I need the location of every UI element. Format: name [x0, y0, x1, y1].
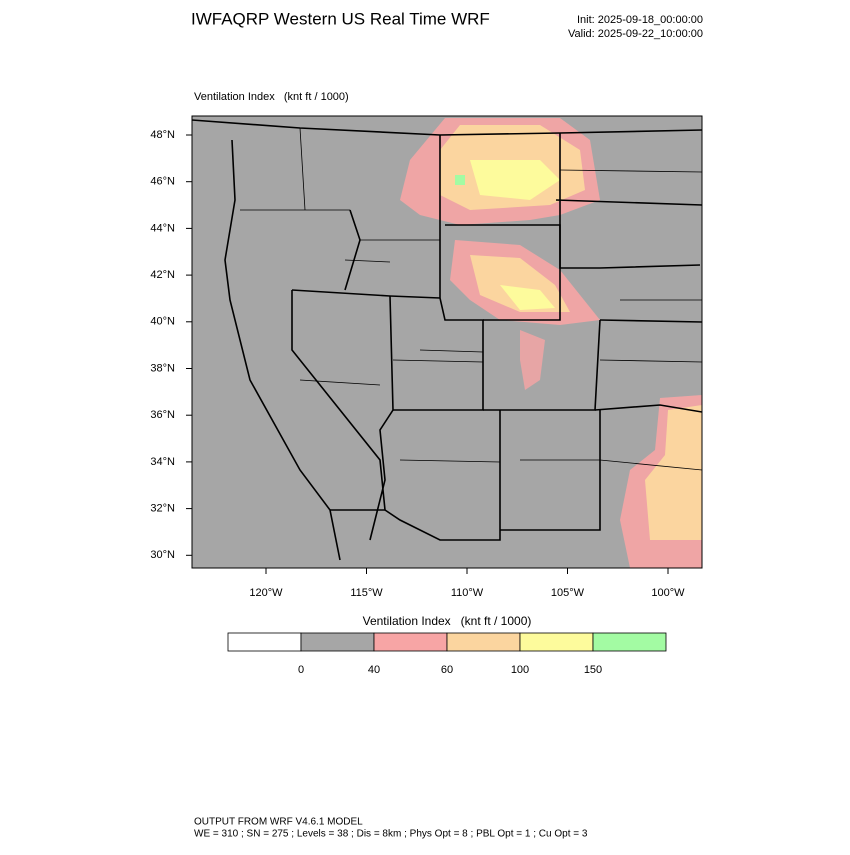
lat-label: 46°N	[150, 176, 175, 188]
lon-label: 110°W	[451, 587, 484, 599]
lat-label: 30°N	[150, 549, 175, 561]
title: IWFAQRP Western US Real Time WRF	[191, 9, 490, 28]
init-time: Init: 2025-09-18_00:00:00	[577, 14, 703, 26]
colorbar-box	[300, 632, 375, 652]
colorbar-box	[519, 632, 594, 652]
footer-details: WE = 310 ; SN = 275 ; Levels = 38 ; Dis …	[194, 829, 588, 840]
map	[191, 115, 703, 569]
lon-label: 100°W	[651, 587, 685, 599]
colorbar: 0 40 60 100 150	[227, 632, 667, 676]
map-label: Ventilation Index (knt ft / 1000)	[194, 91, 349, 103]
colorbar-label: 0	[298, 664, 304, 676]
lat-label: 32°N	[150, 503, 175, 515]
colorbar-title: Ventilation Index (knt ft / 1000)	[363, 614, 532, 628]
axes: 48°N 46°N 44°N 42°N 40°N 38°N 36°N 34°N 32°N 30°N…	[150, 129, 685, 599]
lon-label: 115°W	[350, 587, 383, 599]
lon-label: 105°W	[551, 587, 585, 599]
lat-label: 36°N	[150, 409, 175, 421]
colorbar-label: 150	[584, 664, 602, 676]
borders	[192, 119, 702, 561]
colorbar-label: 60	[441, 664, 453, 676]
colorbar-label: 100	[511, 664, 529, 676]
lat-label: 38°N	[150, 362, 175, 374]
valid-time: Valid: 2025-09-22_10:00:00	[568, 28, 703, 40]
colorbar-box	[373, 632, 448, 652]
lat-label: 42°N	[150, 269, 175, 281]
field	[400, 118, 702, 568]
colorbar-box	[227, 632, 302, 652]
lon-label: 120°W	[249, 587, 283, 599]
lat-label: 44°N	[150, 222, 175, 234]
colorbar-box	[446, 632, 521, 652]
lat-label: 34°N	[150, 456, 175, 468]
footer-model: OUTPUT FROM WRF V4.6.1 MODEL	[194, 817, 363, 828]
colorbar-box	[592, 632, 667, 652]
colorbar-label: 40	[368, 664, 380, 676]
lat-label: 48°N	[150, 129, 175, 141]
lat-label: 40°N	[150, 316, 175, 328]
